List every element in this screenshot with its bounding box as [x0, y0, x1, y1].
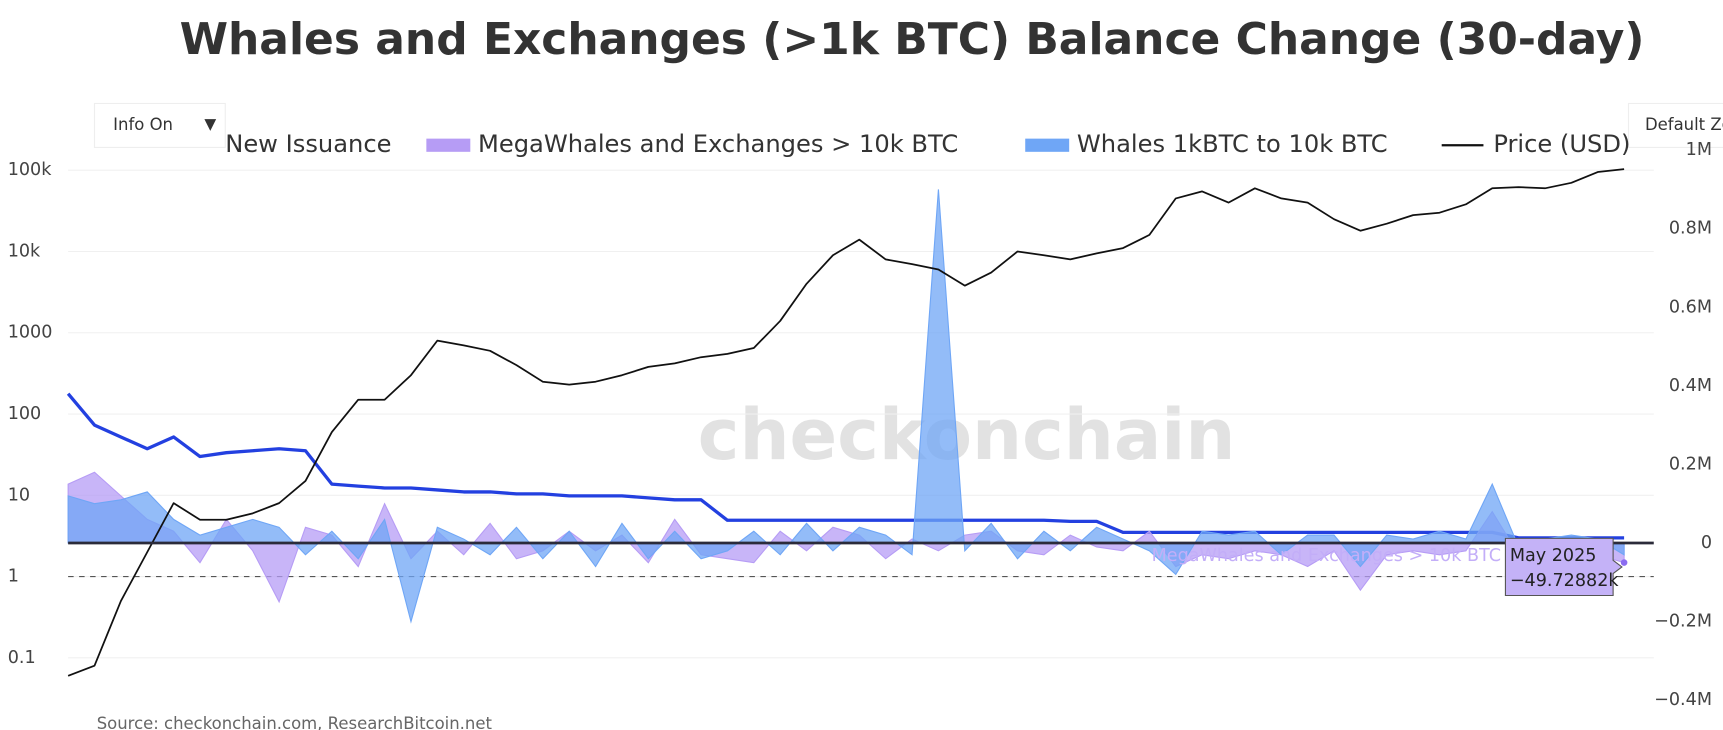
y2-tick-label: 0 [1701, 533, 1712, 553]
tooltip-box [1504, 537, 1623, 597]
legend-swatch [1025, 138, 1070, 152]
watermark: checkonchain [698, 394, 1236, 476]
legend-label: New Issuance [225, 130, 391, 158]
legend-label: Whales 1kBTC to 10k BTC [1077, 130, 1388, 158]
y2-tick-label: 1M [1686, 140, 1712, 160]
tooltip-series: MegaWhales and Exchanges > 10k BTC [1152, 546, 1501, 566]
y2-tick-label: −0.2M [1654, 612, 1712, 632]
area [67, 471, 1625, 604]
info-label[interactable]: Info On [113, 115, 173, 134]
line [67, 168, 1625, 677]
zoom-box[interactable] [1627, 102, 1723, 148]
y-tick-label: 10 [8, 485, 30, 505]
tooltip-date: May 2025 [1510, 546, 1597, 566]
plot [66, 168, 1625, 677]
legend-label: Price (USD) [1493, 130, 1630, 158]
tooltip-value: −49.72882k [1510, 571, 1620, 591]
info-box[interactable] [93, 102, 226, 148]
y-tick-label: 1 [8, 567, 19, 587]
zoom-label[interactable]: Default Zo [1645, 115, 1723, 134]
legend-swatch [426, 138, 471, 152]
chart-title: Whales and Exchanges (>1k BTC) Balance C… [180, 14, 1645, 65]
y-tick-label: 10k [8, 241, 41, 261]
legend-label: MegaWhales and Exchanges > 10k BTC [478, 130, 958, 158]
y2-tick-label: 0.8M [1669, 219, 1712, 239]
source: Source: checkonchain.com, ResearchBitcoi… [97, 714, 493, 730]
y2-tick-label: 0.6M [1669, 297, 1712, 317]
info-control[interactable]: Info On ▼ [93, 102, 226, 148]
y-tick-label: 0.1 [8, 648, 36, 668]
y2-tick-label: −0.4M [1654, 690, 1712, 710]
axes: 0.1 1 10 100 1000 10k 100k −0.4M −0.2M 0 0.2M 0.4M 0… [8, 130, 1712, 710]
line [66, 392, 1625, 540]
y-tick-label: 100k [8, 160, 53, 180]
y2-tick-label: 0.4M [1669, 376, 1712, 396]
y-tick-label: 100 [8, 404, 42, 424]
y-tick-label: 1000 [8, 323, 53, 343]
y2-tick-label: 0.2M [1669, 454, 1712, 474]
zoom-control[interactable]: Default Zo [1627, 102, 1723, 148]
tooltip-point [1620, 559, 1628, 566]
grid [68, 169, 1654, 659]
info-dropdown[interactable]: ▼ [204, 115, 216, 133]
area [67, 189, 1625, 624]
